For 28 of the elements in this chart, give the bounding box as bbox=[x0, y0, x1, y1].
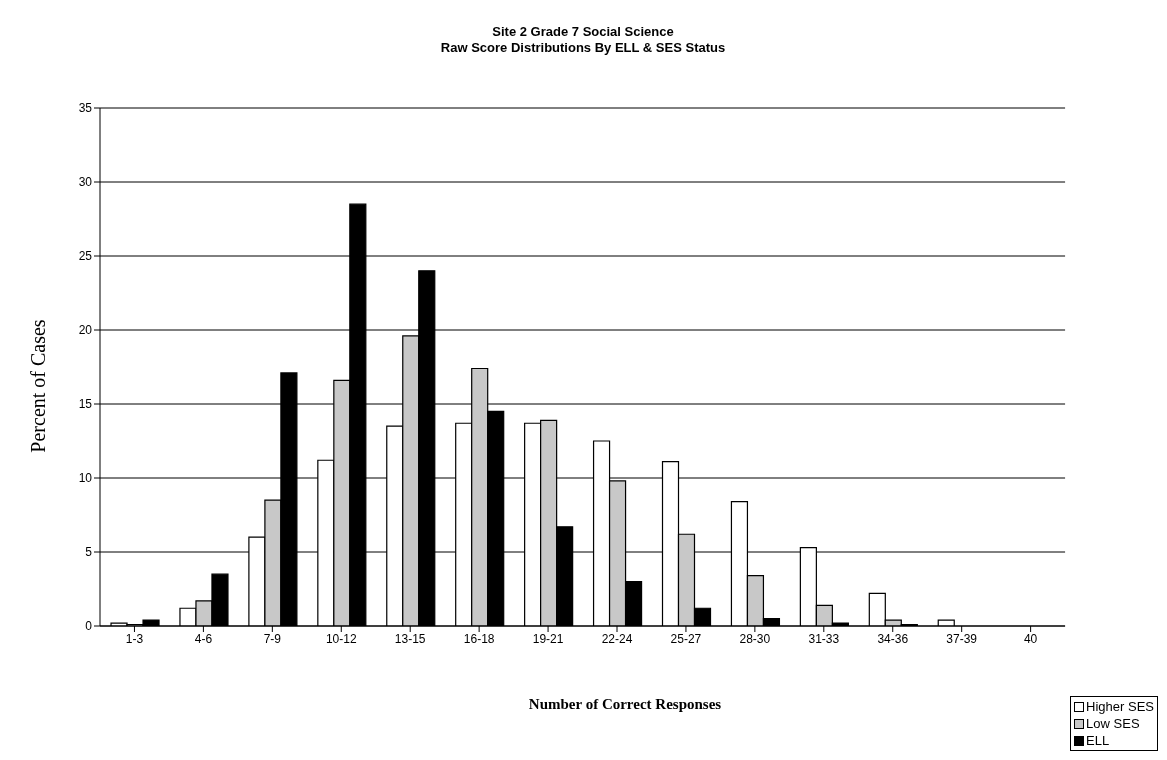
x-tick-label: 13-15 bbox=[394, 631, 426, 646]
x-tick-label: 19-21 bbox=[532, 631, 564, 646]
chart-title: Site 2 Grade 7 Social Science Raw Score Distributions By ELL & SES Status bbox=[439, 24, 727, 56]
legend-label: Higher SES bbox=[1086, 698, 1154, 715]
y-tick-label: 15 bbox=[78, 397, 93, 412]
y-axis-title: Percent of Cases bbox=[26, 319, 50, 453]
x-tick-label: 10-12 bbox=[325, 631, 357, 646]
y-tick-label: 5 bbox=[85, 545, 93, 560]
x-tick-label: 37-39 bbox=[946, 631, 978, 646]
x-tick-label: 7-9 bbox=[263, 631, 282, 646]
x-tick-label: 4-6 bbox=[194, 631, 213, 646]
x-axis-title: Number of Correct Responses bbox=[528, 696, 722, 712]
x-tick-label: 25-27 bbox=[670, 631, 702, 646]
x-tick-label: 34-36 bbox=[877, 631, 909, 646]
x-tick-label: 28-30 bbox=[739, 631, 771, 646]
x-tick-label: 16-18 bbox=[463, 631, 495, 646]
y-tick-label: 25 bbox=[78, 249, 93, 264]
x-tick-label: 1-3 bbox=[125, 631, 144, 646]
y-tick-label: 20 bbox=[78, 323, 93, 338]
y-tick-label: 30 bbox=[78, 175, 93, 190]
x-tick-label: 40 bbox=[1023, 631, 1038, 646]
legend-label: ELL bbox=[1086, 732, 1110, 749]
x-tick-label: 31-33 bbox=[808, 631, 840, 646]
x-tick-label: 22-24 bbox=[601, 631, 633, 646]
y-tick-label: 0 bbox=[85, 619, 93, 634]
y-tick-label: 10 bbox=[78, 471, 93, 486]
legend-label: Low SES bbox=[1086, 715, 1140, 732]
y-tick-label: 35 bbox=[78, 101, 93, 116]
